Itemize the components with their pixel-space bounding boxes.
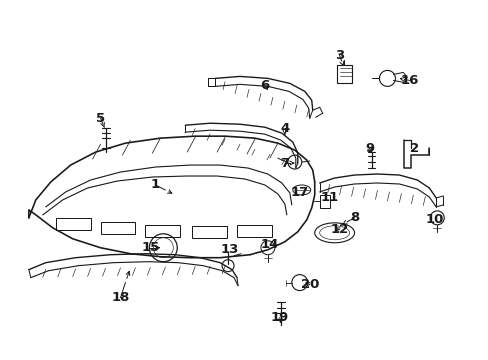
Bar — [192, 226, 226, 238]
Bar — [56, 218, 90, 230]
Bar — [237, 225, 271, 237]
Text: 3: 3 — [334, 49, 344, 62]
Text: 6: 6 — [260, 79, 269, 92]
Bar — [101, 222, 135, 234]
Text: 20: 20 — [300, 278, 318, 291]
Text: 1: 1 — [150, 179, 160, 192]
Text: 9: 9 — [364, 141, 373, 155]
Text: 2: 2 — [409, 141, 418, 155]
Text: 4: 4 — [280, 122, 289, 135]
Text: 7: 7 — [280, 157, 289, 170]
Bar — [319, 195, 329, 208]
Text: 18: 18 — [111, 291, 129, 304]
Bar — [145, 225, 180, 237]
Text: 19: 19 — [270, 311, 288, 324]
Text: 17: 17 — [290, 186, 308, 199]
Text: 13: 13 — [221, 243, 239, 256]
Text: 15: 15 — [141, 241, 159, 254]
Text: 12: 12 — [330, 223, 348, 236]
Text: 5: 5 — [96, 112, 105, 125]
Text: 10: 10 — [424, 213, 443, 226]
Text: 14: 14 — [260, 238, 279, 251]
Text: 16: 16 — [399, 74, 418, 87]
Text: 8: 8 — [349, 211, 359, 224]
Text: 11: 11 — [320, 192, 338, 204]
